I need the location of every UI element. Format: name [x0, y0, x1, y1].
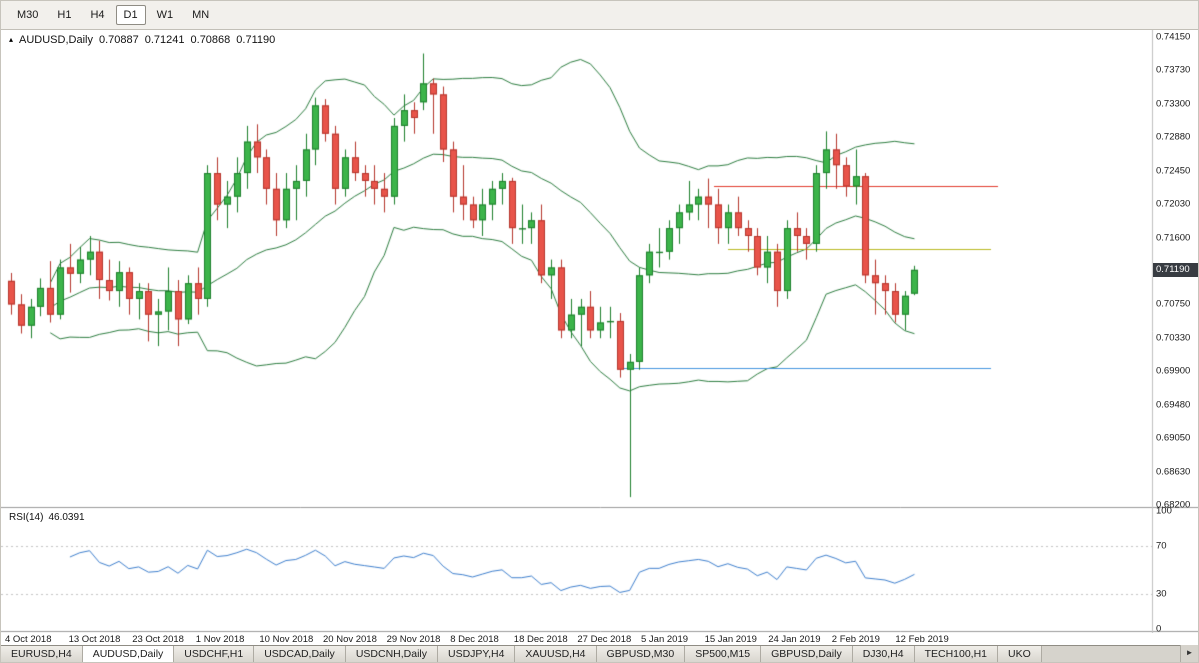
date-axis-label: 27 Dec 2018 [577, 634, 632, 645]
tab-audusd-daily[interactable]: AUDUSD,Daily [82, 646, 175, 662]
tabs-scroll-right-button[interactable]: ► [1180, 645, 1198, 662]
date-axis-label: 29 Nov 2018 [386, 634, 441, 645]
tab-gbpusd-daily[interactable]: GBPUSD,Daily [761, 646, 853, 662]
date-axis: 4 Oct 2018 13 Oct 2018 23 Oct 2018 1 Nov 20… [1, 633, 1151, 647]
timeframe-button-d1[interactable]: D1 [115, 5, 146, 25]
chart-canvas[interactable] [1, 30, 1198, 633]
tab-eurusd-h4[interactable]: EURUSD,H4 [1, 646, 83, 662]
date-axis-label: 4 Oct 2018 [5, 634, 52, 645]
tab-sp500-m15[interactable]: SP500,M15 [685, 646, 762, 662]
timeframe-button-h4[interactable]: H4 [90, 9, 105, 21]
tab-usdchf-h1[interactable]: USDCHF,H1 [174, 646, 255, 662]
tab-usdcnh-daily[interactable]: USDCNH,Daily [345, 646, 438, 662]
date-axis-label: 13 Oct 2018 [68, 634, 121, 645]
date-axis-label: 1 Nov 2018 [195, 634, 245, 645]
tab-xauusd-h4[interactable]: XAUUSD,H4 [515, 646, 597, 662]
tab-usdcad-daily[interactable]: USDCAD,Daily [254, 646, 346, 662]
date-axis-label: 23 Oct 2018 [132, 634, 184, 645]
tab-usdjpy-h4[interactable]: USDJPY,H4 [438, 646, 516, 662]
date-axis-label: 20 Nov 2018 [323, 634, 377, 645]
date-axis-label: 24 Jan 2019 [768, 634, 821, 645]
date-axis-label: 10 Nov 2018 [259, 634, 314, 645]
tab-tech100-h1[interactable]: TECH100,H1 [914, 646, 999, 662]
timeframe-button-mn[interactable]: MN [192, 9, 210, 21]
chart-tabs: EURUSD,H4 AUDUSD,Daily USDCHF,H1 USDCAD,Dai… [1, 645, 1198, 662]
tab-dj30-h4[interactable]: DJ30,H4 [852, 646, 915, 662]
tab-gbpusd-m30[interactable]: GBPUSD,M30 [596, 646, 686, 662]
timeframe-button-h1[interactable]: H1 [57, 9, 72, 21]
date-axis-label: 15 Jan 2019 [704, 634, 757, 645]
current-price-tag: 0.71190 [1153, 262, 1198, 277]
date-axis-label: 8 Dec 2018 [450, 634, 499, 645]
timeframe-button-m30[interactable]: M30 [17, 9, 39, 21]
date-axis-label: 12 Feb 2019 [895, 634, 949, 645]
tab-uko[interactable]: UKO [998, 646, 1042, 662]
date-axis-label: 18 Dec 2018 [513, 634, 568, 645]
timeframe-button-w1[interactable]: W1 [156, 9, 174, 21]
timeframe-toolbar: M30 H1 H4 D1 W1 MN [1, 1, 1198, 30]
date-axis-label: 2 Feb 2019 [831, 634, 880, 645]
date-axis-label: 5 Jan 2019 [641, 634, 689, 645]
